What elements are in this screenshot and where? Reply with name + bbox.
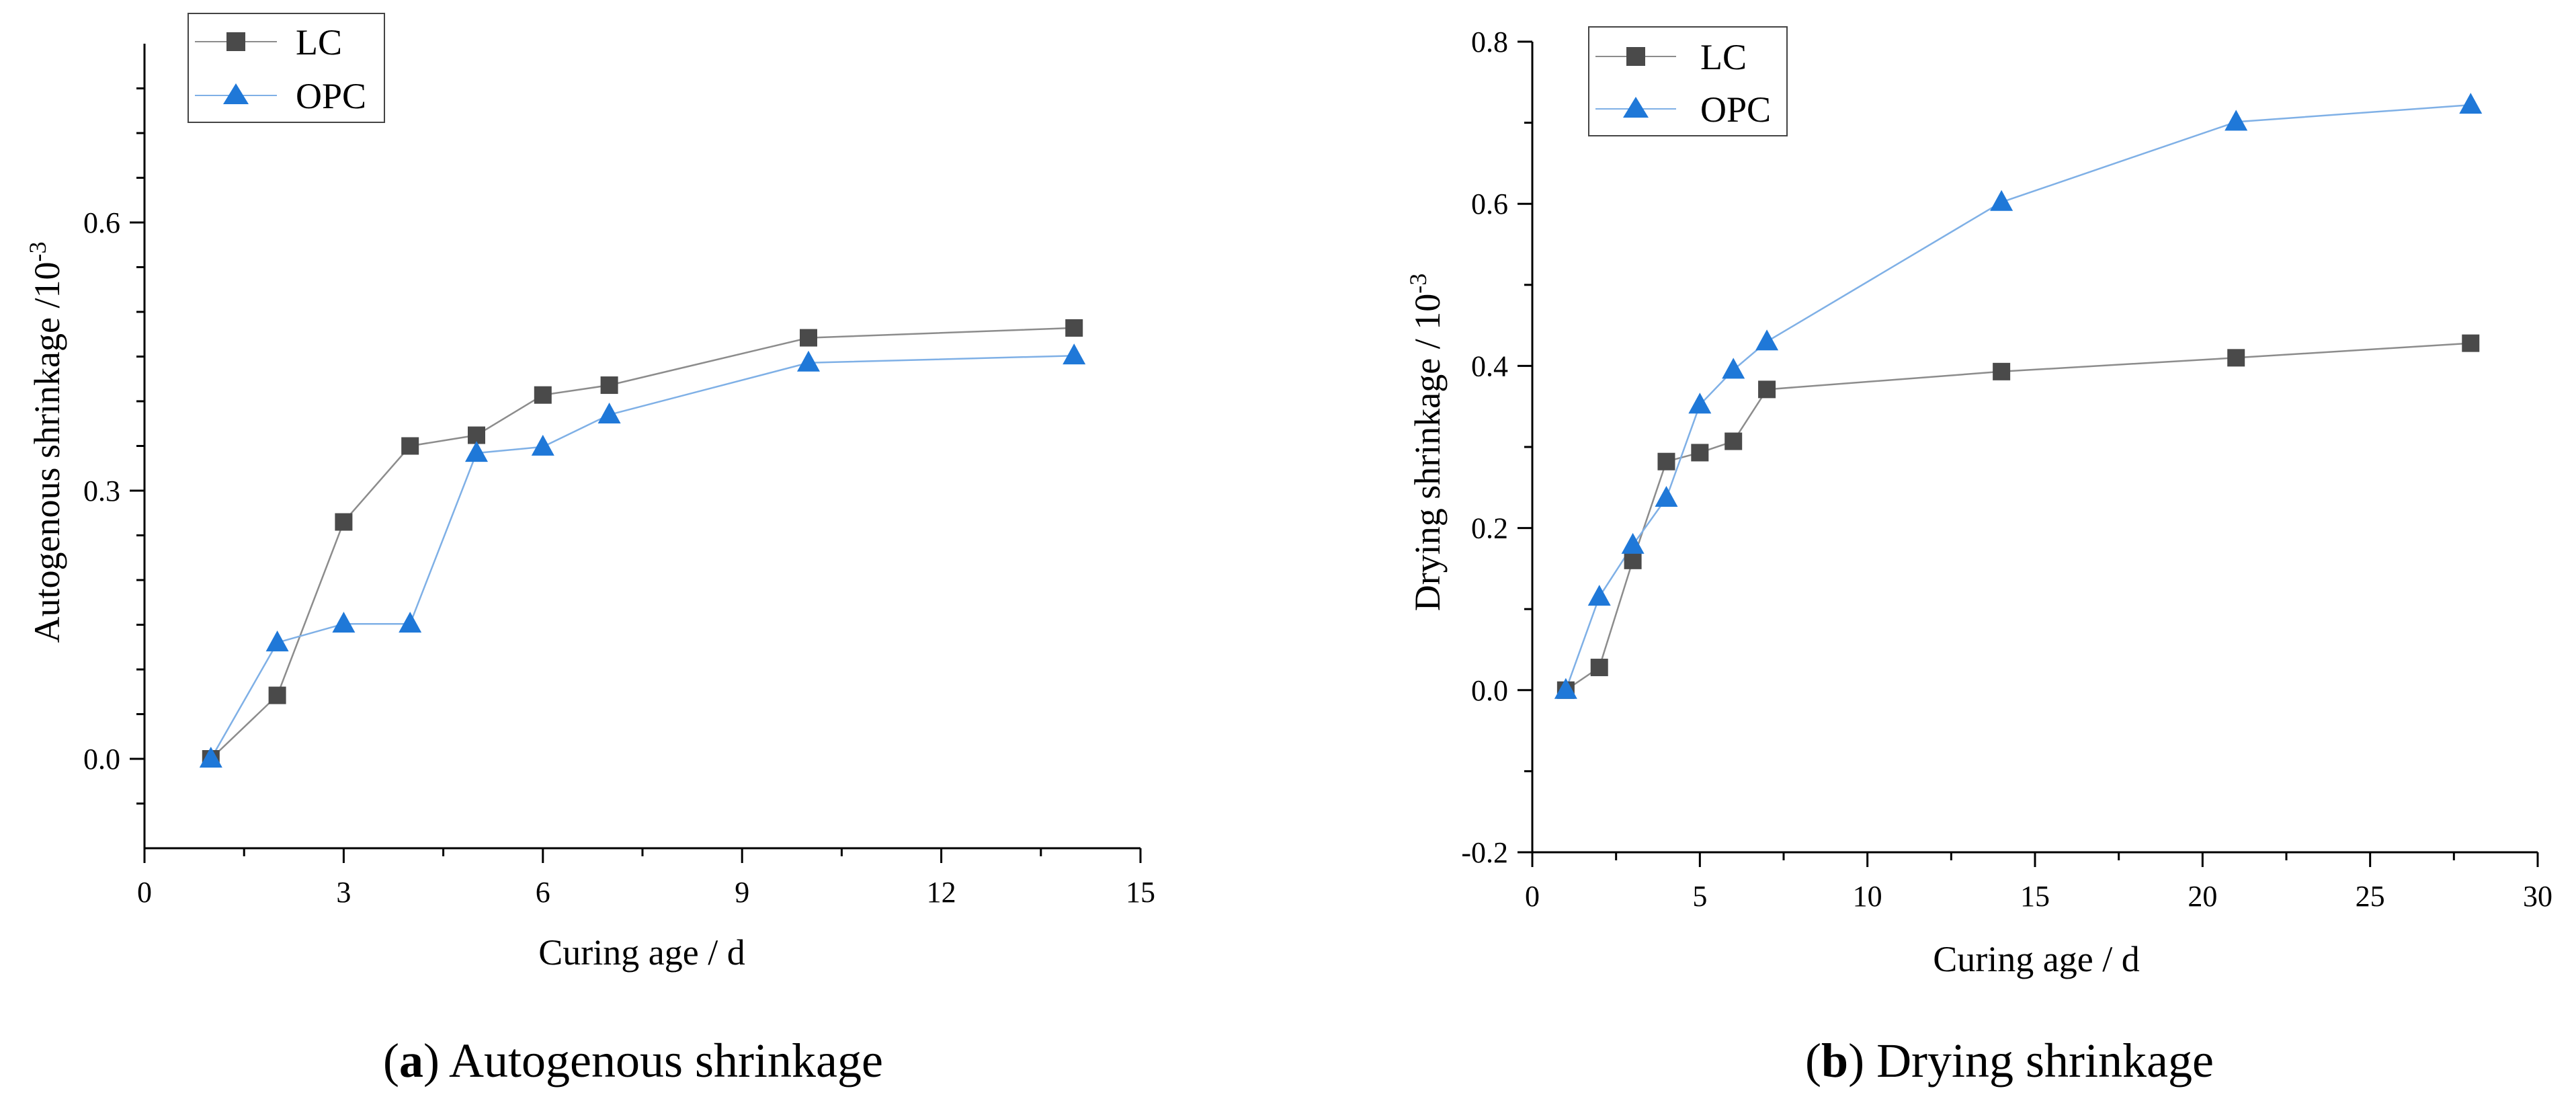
panel-b-caption: (b) Drying shrinkage	[1805, 1034, 2214, 1088]
panel-a-caption-letter: a	[399, 1034, 423, 1088]
panel-b-lc-series-line	[1565, 342, 2471, 691]
panel-a-lc-point-6	[600, 376, 618, 395]
panel-b-opc-point-4	[1688, 393, 1712, 414]
panel-b-opc-point-9	[2459, 93, 2483, 114]
panel-a-y-axis-title-exponent: -3	[24, 242, 51, 262]
panel-b-x-tick-label-15: 15	[2020, 880, 2050, 913]
panel-a-opc-series-line	[210, 354, 1075, 760]
panel-b-lc-point-7	[1993, 362, 2011, 380]
panel-a-legend-lc-square-marker	[226, 32, 245, 51]
panel-b-axes	[1531, 42, 2538, 854]
panel-b-y-tick-label-0_4: 0.4	[1471, 350, 1508, 382]
panel-b-y-tick-label-0_6: 0.6	[1471, 188, 1508, 220]
panel-b-opc-point-2	[1621, 532, 1645, 554]
panel-b-x-tick-label-10: 10	[1853, 880, 1882, 913]
panel-a-x-tick-label-0: 0	[137, 876, 152, 909]
panel-b-x-tick-label-5: 5	[1692, 880, 1707, 913]
panel-b-x-tick-label-30: 30	[2523, 880, 2552, 913]
panel-a-lc-point-8	[1065, 319, 1083, 337]
panel-a-caption-text: Autogenous shrinkage	[449, 1034, 883, 1088]
panel-b-x-tick-label-20: 20	[2188, 880, 2217, 913]
panel-b-x-tick-label-0: 0	[1525, 880, 1540, 913]
panel-b-x-axis-title: Curing age / d	[1933, 939, 2139, 979]
panel-b-opc-point-8	[2225, 110, 2248, 131]
panel-a-legend-lc-label: LC	[296, 22, 342, 63]
panel-b-legend-opc-label: OPC	[1700, 89, 1771, 130]
panel-a-x-tick-label-12: 12	[927, 876, 956, 909]
panel-b-opc-point-0	[1554, 678, 1577, 699]
panel-a-opc-point-0	[199, 747, 222, 768]
panel-b-opc-point-7	[1990, 190, 2013, 211]
panel-a-axes	[143, 44, 1140, 850]
panel-b-lc-point-2	[1624, 551, 1642, 569]
panel-a-legend: LC OPC	[188, 13, 385, 123]
panel-a-opc-point-8	[1063, 343, 1086, 365]
panel-b-opc-point-5	[1722, 358, 1745, 379]
panel-a-opc-point-1	[265, 630, 289, 652]
panel-a-y-tick-label-0_3: 0.3	[83, 475, 120, 507]
panel-b-series-lines	[1565, 104, 2471, 691]
panel-a-y-axis-title: Autogenous shrinkage /10-3	[24, 242, 67, 643]
panel-a-x-tick-label-9: 9	[735, 876, 749, 909]
panel-b-lc-point-8	[2227, 349, 2245, 367]
panel-b-opc-point-1	[1587, 585, 1611, 606]
panel-a-opc-point-7	[797, 350, 820, 372]
panel-a-x-tick-label-6: 6	[536, 876, 550, 909]
panel-b-legend-opc-triangle-marker	[1623, 97, 1649, 118]
panel-a-ticks: 0 3 6 9 12 15 0.0 0.3 0.6	[83, 87, 1155, 909]
panel-b-y-tick-label-0_2: 0.2	[1471, 512, 1508, 545]
panel-b-ticks: 0 5 10 15 20 25 30 -0.2 0.0 0.2 0.4 0.6 0.8	[1461, 26, 2552, 913]
panel-b-lc-point-9	[2462, 334, 2480, 352]
panel-b-y-tick-label-m0_2: -0.2	[1461, 836, 1508, 869]
panel-b-lc-point-6	[1758, 380, 1776, 399]
panel-b-x-tick-label-25: 25	[2356, 880, 2385, 913]
panel-a-opc-point-2	[332, 612, 356, 633]
panel-a-series-markers	[199, 319, 1086, 768]
panel-a-opc-point-4	[465, 441, 488, 462]
panel-b-lc-point-5	[1725, 432, 1743, 450]
panel-a-lc-point-7	[800, 329, 817, 347]
panel-a-y-axis-title-base: Autogenous shrinkage /10	[27, 262, 67, 643]
panel-a-opc-point-6	[597, 402, 621, 423]
panel-a-opc-point-5	[531, 434, 554, 456]
panel-a-autogenous-shrinkage: 0 3 6 9 12 15 0.0 0.3 0.6 Curing age / d Autogen…	[24, 13, 1155, 1088]
panel-a-legend-opc-triangle-marker	[223, 83, 249, 104]
panel-a-caption: (a) Autogenous shrinkage	[383, 1034, 883, 1088]
panel-b-legend: LC OPC	[1588, 26, 1788, 136]
panel-b-opc-point-3	[1655, 485, 1678, 507]
panel-b-lc-point-4	[1691, 444, 1709, 462]
panel-b-lc-point-3	[1657, 452, 1675, 470]
panel-b-y-axis-title: Drying shrinkage / 10-3	[1405, 274, 1448, 611]
panel-a-opc-point-3	[399, 612, 422, 633]
panel-b-drying-shrinkage: 0 5 10 15 20 25 30 -0.2 0.0 0.2 0.4 0.6 0.8 Curing a…	[1405, 26, 2552, 1088]
panel-b-lc-point-1	[1590, 659, 1608, 677]
panel-b-caption-text: Drying shrinkage	[1876, 1034, 2214, 1088]
panel-b-y-axis-title-base: Drying shrinkage / 10	[1407, 294, 1448, 611]
panel-b-series-markers	[1554, 93, 2483, 699]
panel-a-lc-point-3	[401, 437, 419, 455]
panel-a-legend-opc-label: OPC	[296, 76, 366, 116]
panel-a-series-lines	[210, 327, 1075, 760]
panel-a-x-tick-label-15: 15	[1126, 876, 1155, 909]
panel-a-lc-series-line	[210, 327, 1075, 760]
panel-b-y-axis-title-exponent: -3	[1405, 274, 1431, 294]
panel-b-opc-point-6	[1755, 329, 1779, 351]
panel-b-y-tick-label-0: 0.0	[1471, 674, 1508, 707]
panel-b-opc-series-line	[1565, 104, 2471, 691]
panel-a-y-tick-label-0: 0.0	[83, 743, 120, 776]
panel-b-legend-box	[1588, 26, 1788, 136]
panel-a-lc-point-1	[268, 686, 286, 704]
panel-a-legend-box	[188, 13, 385, 123]
panel-b-caption-letter: b	[1821, 1034, 1848, 1088]
panel-b-legend-lc-square-marker	[1626, 47, 1645, 66]
panel-a-x-tick-label-3: 3	[336, 876, 351, 909]
panel-a-lc-point-2	[335, 513, 353, 531]
panel-a-lc-point-5	[534, 386, 552, 404]
panel-b-legend-lc-label: LC	[1700, 37, 1747, 77]
panel-a-y-tick-label-0_6: 0.6	[83, 206, 120, 239]
panel-b-y-tick-label-0_8: 0.8	[1471, 26, 1508, 58]
panel-a-x-axis-title: Curing age / d	[538, 932, 745, 973]
